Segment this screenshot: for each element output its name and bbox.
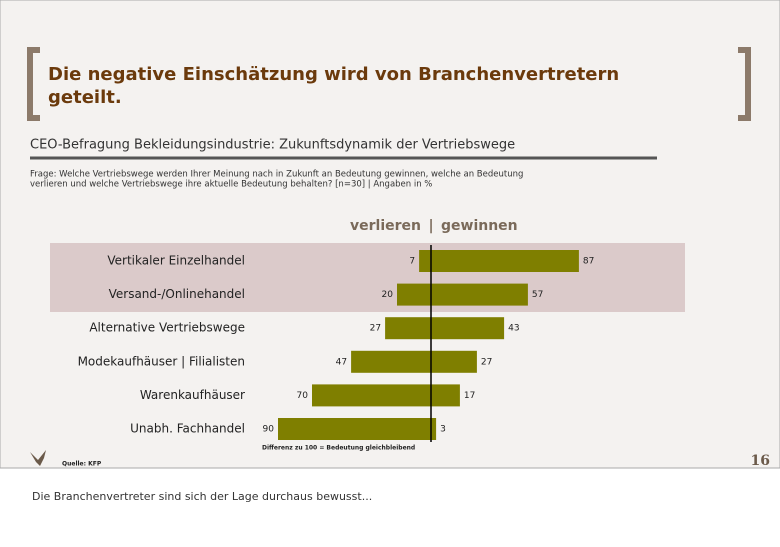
- bar: [431, 317, 505, 340]
- bar: [385, 317, 431, 340]
- value-label: 7: [409, 257, 415, 267]
- annotation: Differenz zu 100 = Bedeutung gleichbleib…: [262, 445, 415, 452]
- bar: [431, 283, 528, 306]
- bar: [431, 350, 477, 373]
- bar: [397, 283, 431, 306]
- category-label: Vertikaler Einzelhandel: [107, 254, 245, 268]
- bar: [278, 418, 431, 440]
- value-label: 3: [440, 425, 446, 435]
- category-label: Modekaufhäuser | Filialisten: [78, 354, 245, 368]
- legend-label: verlieren: [350, 218, 421, 234]
- question: Frage: Welche Vertriebswege werden Ihrer…: [30, 170, 523, 180]
- category-label: Versand-/Onlinehandel: [109, 287, 245, 301]
- category-label: Warenkaufhäuser: [140, 388, 245, 402]
- notes-text: Die Branchenvertreter sind sich der Lage…: [32, 490, 372, 503]
- category-label: Unabh. Fachhandel: [130, 422, 245, 436]
- bracket-right: [738, 47, 751, 121]
- bar: [312, 384, 431, 407]
- value-label: 87: [583, 257, 594, 267]
- bar: [419, 250, 431, 272]
- bar: [431, 418, 437, 440]
- value-label: 17: [464, 391, 475, 401]
- bar: [431, 250, 579, 272]
- slide-title: geteilt.: [48, 87, 122, 108]
- value-label: 43: [508, 324, 519, 334]
- page-number: 16: [751, 453, 770, 469]
- value-label: 57: [532, 290, 543, 300]
- value-label: 47: [336, 357, 347, 367]
- logo: [30, 450, 46, 466]
- legend-separator: |: [428, 218, 433, 234]
- value-label: 20: [382, 290, 394, 300]
- bracket-left: [27, 47, 40, 121]
- bar: [351, 350, 431, 373]
- subtitle: CEO-Befragung Bekleidungsindustrie: Zuku…: [30, 138, 515, 153]
- question: verlieren und welche Vertriebswege ihre …: [30, 180, 432, 190]
- category-label: Alternative Vertriebswege: [89, 321, 245, 335]
- row-highlight: [50, 243, 685, 312]
- value-label: 27: [481, 357, 492, 367]
- bar: [431, 384, 460, 407]
- source: Quelle: KFP: [62, 461, 102, 468]
- value-label: 90: [263, 425, 275, 435]
- value-label: 27: [370, 324, 381, 334]
- slide-title: Die negative Einschätzung wird von Branc…: [48, 64, 619, 85]
- value-label: 70: [297, 391, 309, 401]
- legend-label: gewinnen: [441, 218, 518, 234]
